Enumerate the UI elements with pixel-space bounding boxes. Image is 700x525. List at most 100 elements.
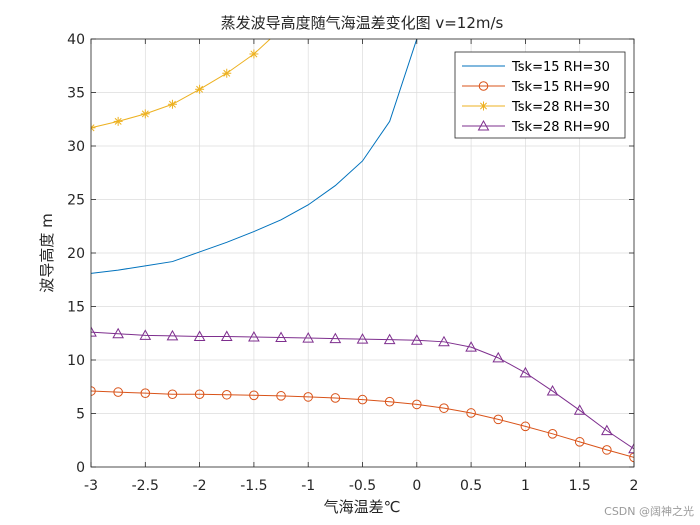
x-tick-label: -1.5 bbox=[240, 478, 267, 494]
x-axis-label: 气海温差℃ bbox=[324, 498, 401, 516]
star-marker-stroke bbox=[91, 127, 95, 132]
tick-labels: -3 -2.5 -2 -1.5 -1 -0.5 0 0.5 1 1.5 20510152025303… bbox=[67, 32, 638, 494]
x-tick-label: 2 bbox=[630, 478, 639, 494]
x-tick-label: -3 bbox=[84, 478, 98, 494]
star-marker bbox=[195, 84, 205, 94]
star-marker bbox=[91, 123, 96, 133]
x-tick-label: -2.5 bbox=[132, 478, 159, 494]
y-axis-label: 波导高度 m bbox=[38, 213, 56, 292]
circle-marker bbox=[493, 414, 504, 425]
series-layer bbox=[91, 39, 634, 463]
triangle-marker bbox=[91, 326, 97, 337]
y-tick-label: 15 bbox=[67, 300, 85, 316]
y-tick-label: 40 bbox=[67, 32, 85, 48]
triangle-marker bbox=[477, 119, 490, 131]
circle-marker bbox=[574, 437, 585, 447]
series-3 bbox=[91, 39, 271, 133]
triangle-marker bbox=[383, 333, 396, 345]
circle-marker bbox=[547, 429, 558, 439]
star-marker-stroke bbox=[223, 69, 231, 77]
series-2 bbox=[91, 386, 634, 463]
circle-marker bbox=[466, 408, 476, 418]
y-tick-label: 25 bbox=[67, 193, 85, 209]
y-tick-label: 10 bbox=[67, 353, 85, 369]
y-tick-label: 30 bbox=[67, 139, 85, 155]
circle-marker bbox=[330, 393, 341, 403]
triangle-marker bbox=[356, 333, 369, 344]
circle-marker bbox=[91, 386, 96, 396]
legend-label: Tsk=28 RH=30 bbox=[511, 100, 610, 115]
circle-marker bbox=[439, 403, 449, 413]
circle-marker bbox=[113, 387, 123, 397]
legend-entry: Tsk=28 RH=30 bbox=[462, 100, 610, 115]
legend-entry: Tsk=15 RH=90 bbox=[462, 80, 610, 95]
triangle-marker bbox=[438, 335, 450, 347]
triangle-marker bbox=[166, 329, 179, 341]
triangle-marker bbox=[302, 332, 315, 343]
series-line bbox=[91, 390, 634, 458]
star-marker-stroke bbox=[479, 102, 488, 110]
legend-entry: Tsk=28 RH=90 bbox=[462, 119, 610, 135]
circle-marker bbox=[194, 389, 205, 400]
circle-marker bbox=[520, 421, 531, 432]
triangle-marker bbox=[465, 341, 477, 352]
circle-marker bbox=[412, 399, 422, 410]
x-tick-label: -2 bbox=[193, 478, 207, 494]
y-tick-label: 20 bbox=[67, 246, 85, 262]
series-4 bbox=[91, 326, 634, 454]
watermark: CSDN @阔神之光 bbox=[604, 505, 694, 518]
tick-marks bbox=[90, 38, 635, 468]
triangle-marker bbox=[193, 330, 206, 341]
triangle-marker bbox=[275, 331, 287, 343]
star-marker bbox=[113, 116, 123, 126]
star-marker-stroke bbox=[196, 85, 204, 93]
legend-label: Tsk=28 RH=90 bbox=[511, 120, 610, 135]
x-tick-label: -0.5 bbox=[349, 478, 376, 494]
triangle-marker bbox=[492, 351, 505, 363]
circle-marker bbox=[478, 81, 489, 91]
triangle-marker bbox=[220, 330, 233, 341]
star-marker bbox=[140, 109, 150, 119]
star-marker bbox=[479, 101, 488, 111]
circle-marker bbox=[357, 394, 368, 405]
series-line bbox=[91, 331, 634, 450]
legend: Tsk=15 RH=30 Tsk=15 RH=90 Tsk=28 RH=30 Tsk=… bbox=[454, 51, 626, 139]
legend-entries: Tsk=15 RH=30 Tsk=15 RH=90 Tsk=28 RH=30 Tsk=… bbox=[462, 60, 610, 135]
x-tick-label: 1 bbox=[521, 478, 530, 494]
star-marker-stroke bbox=[114, 117, 122, 125]
legend-entry: Tsk=15 RH=30 bbox=[462, 60, 610, 75]
circle-marker bbox=[249, 390, 259, 401]
triangle-marker bbox=[112, 327, 124, 339]
legend-label: Tsk=15 RH=30 bbox=[511, 60, 610, 75]
x-tick-label: -1 bbox=[301, 478, 315, 494]
star-marker-stroke bbox=[141, 110, 149, 118]
triangle-marker bbox=[410, 334, 423, 345]
circle-marker bbox=[602, 445, 612, 455]
circle-marker bbox=[167, 389, 178, 400]
series-line bbox=[91, 39, 418, 274]
y-tick-label: 5 bbox=[76, 407, 85, 423]
series-line bbox=[91, 39, 271, 129]
y-tick-label: 0 bbox=[76, 460, 85, 476]
circle-marker bbox=[629, 452, 634, 463]
star-marker bbox=[222, 68, 232, 78]
x-tick-label: 0.5 bbox=[460, 478, 482, 494]
circle-marker bbox=[303, 392, 314, 402]
triangle-marker bbox=[601, 424, 613, 436]
triangle-marker bbox=[329, 332, 342, 344]
x-tick-label: 1.5 bbox=[569, 478, 591, 494]
star-marker bbox=[167, 99, 177, 109]
triangle-marker bbox=[546, 385, 559, 396]
chart-title: 蒸发波导高度随气海温差变化图 v=12m/s bbox=[221, 14, 504, 32]
y-tick-label: 35 bbox=[67, 86, 85, 102]
star-marker-stroke bbox=[250, 50, 258, 58]
star-marker-stroke bbox=[168, 100, 176, 108]
legend-label: Tsk=15 RH=90 bbox=[511, 80, 610, 95]
triangle-marker bbox=[573, 404, 586, 415]
circle-marker bbox=[384, 396, 395, 407]
series-1 bbox=[91, 39, 418, 274]
triangle-marker bbox=[628, 442, 634, 454]
star-marker bbox=[249, 49, 259, 59]
triangle-marker bbox=[139, 329, 152, 340]
